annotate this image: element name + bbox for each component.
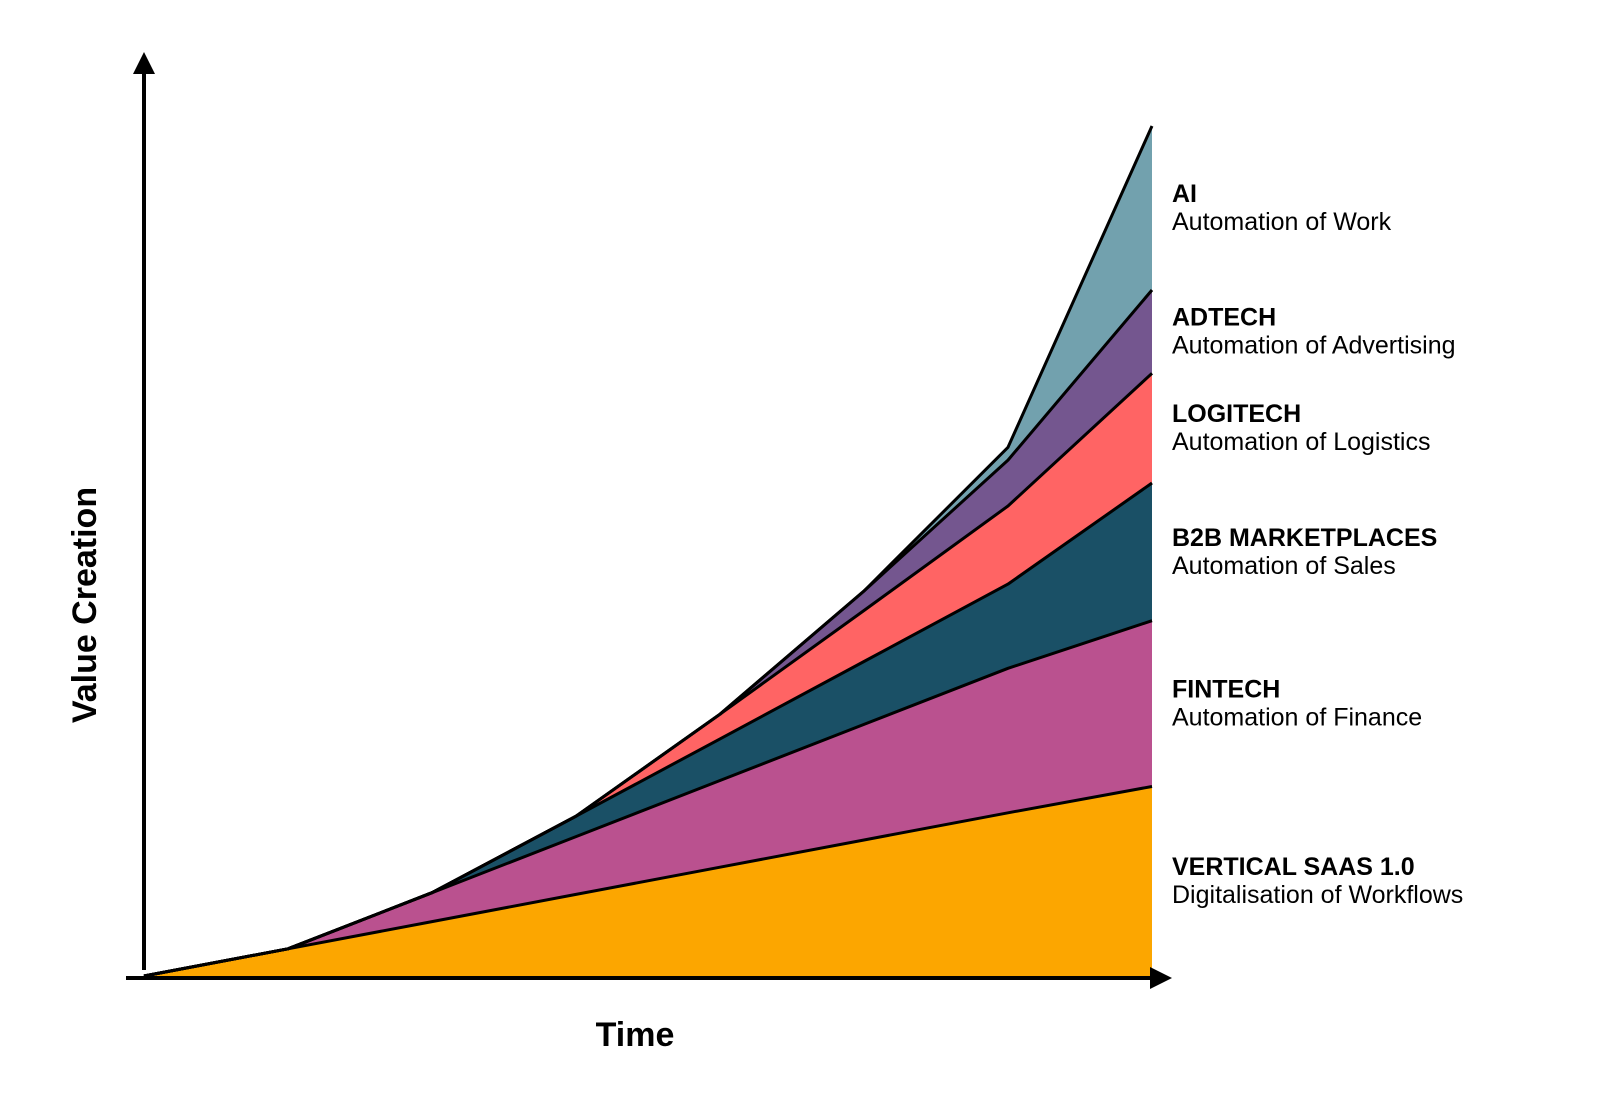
y-axis-title: Value Creation (66, 487, 104, 723)
y-axis-arrow-icon (133, 52, 155, 74)
series-name: ADTECH (1172, 304, 1276, 332)
series-description: Automation of Advertising (1172, 332, 1456, 360)
boundary-line-ai (143, 125, 1154, 978)
series-name: VERTICAL SAAS 1.0 (1172, 853, 1415, 881)
series-description: Automation of Sales (1172, 552, 1396, 580)
series-description: Automation of Work (1172, 208, 1392, 236)
areas-layer (144, 126, 1152, 976)
series-name: B2B MARKETPLACES (1172, 524, 1437, 552)
boundary-lines-layer (143, 125, 1154, 978)
axes (126, 52, 1172, 989)
boundary-line-vertical-saas-1-0 (143, 785, 1153, 978)
area-fintech (144, 620, 1152, 976)
series-description: Automation of Finance (1172, 704, 1422, 732)
series-name: FINTECH (1172, 676, 1280, 704)
series-description: Automation of Logistics (1172, 428, 1430, 456)
series-name: LOGITECH (1172, 400, 1301, 428)
x-axis-arrow-icon (1150, 967, 1172, 989)
series-description: Digitalisation of Workflows (1172, 881, 1463, 909)
series-name: AI (1172, 180, 1197, 208)
x-axis-title: Time (596, 1016, 675, 1054)
